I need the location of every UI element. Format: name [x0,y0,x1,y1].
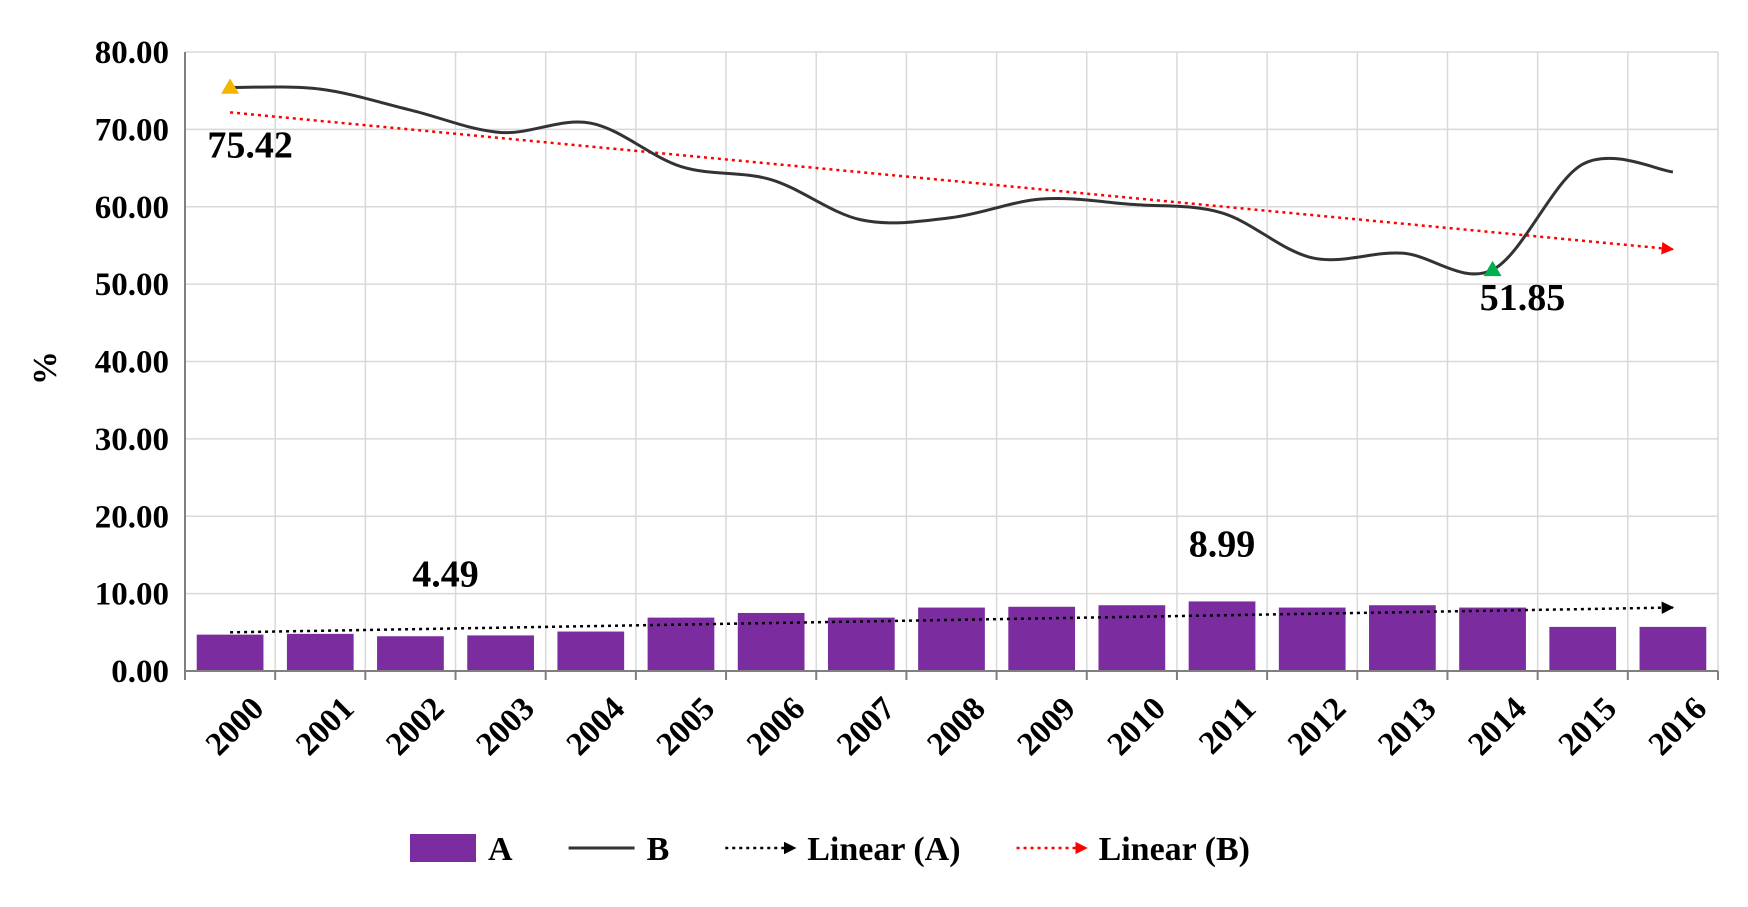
trendline-b [230,112,1673,249]
x-tick-label: 2016 [1642,691,1714,763]
legend-label: Linear (A) [807,831,960,868]
x-tick-label: 2007 [830,691,902,763]
x-tick-label: 2001 [289,691,361,763]
bar-a-2003 [467,635,534,671]
x-tick-label: 2000 [199,691,271,763]
x-tick-label: 2014 [1462,691,1534,763]
bar-a-2008 [918,608,985,671]
legend: A B Linear (A) Linear (B) [410,831,1250,868]
x-tick-label: 2002 [379,691,451,763]
bar-a-2006 [738,613,805,671]
data-label: 75.42 [207,124,293,166]
data-label: 8.99 [1189,523,1256,565]
legend-label: Linear (B) [1099,831,1250,868]
annotations: 75.42 51.85 4.49 8.99 [207,78,1565,595]
x-tick-label: 2004 [560,691,632,763]
x-tick-label: 2015 [1552,691,1624,763]
x-tick-label: 2010 [1101,691,1173,763]
data-label: 4.49 [412,553,479,595]
bar-a-2013 [1369,605,1436,671]
legend-item: Linear (A) [725,831,960,868]
y-tick-label: 80.00 [95,35,169,71]
annotation-marker [1484,261,1502,276]
bar-a-2007 [828,618,895,671]
bar-a-2015 [1549,627,1616,671]
bar-a-2009 [1008,607,1075,671]
line-series-b [230,87,1673,274]
y-tick-label: 50.00 [95,267,169,303]
bar-a-2014 [1459,608,1526,671]
line-b-path [230,87,1673,274]
bar-a-2000 [197,635,264,671]
data-label: 51.85 [1480,277,1566,319]
x-tick-label: 2008 [921,691,993,763]
x-tick-label: 2009 [1011,691,1083,763]
legend-swatch-a [410,834,476,862]
x-tick-label: 2005 [650,691,722,763]
legend-label: A [488,831,513,868]
x-tick-label: 2013 [1371,691,1443,763]
bar-a-2016 [1640,627,1707,671]
y-tick-label: 40.00 [95,345,169,381]
x-tick-label: 2011 [1192,691,1263,762]
legend-label: B [647,831,670,868]
x-tick-label: 2006 [740,691,812,763]
bar-a-2010 [1098,605,1165,671]
bar-a-2001 [287,634,354,671]
y-tick-label: 60.00 [95,190,169,226]
x-tick-label: 2012 [1281,691,1353,763]
y-tick-label: 20.00 [95,499,169,535]
legend-item: Linear (B) [1017,831,1250,868]
bar-a-2004 [557,632,624,671]
x-tick-label: 2003 [470,691,542,763]
y-axis-label: % [27,351,64,385]
bar-series-a [197,601,1707,671]
y-tick-label: 30.00 [95,422,169,458]
y-tick-label: 0.00 [111,654,169,690]
legend-item: B [569,831,670,868]
bar-a-2012 [1279,608,1346,671]
bar-a-2011 [1189,601,1256,671]
y-tick-label: 70.00 [95,112,169,148]
bar-a-2002 [377,636,444,671]
legend-item: A [410,831,513,868]
y-tick-label: 10.00 [95,577,169,613]
